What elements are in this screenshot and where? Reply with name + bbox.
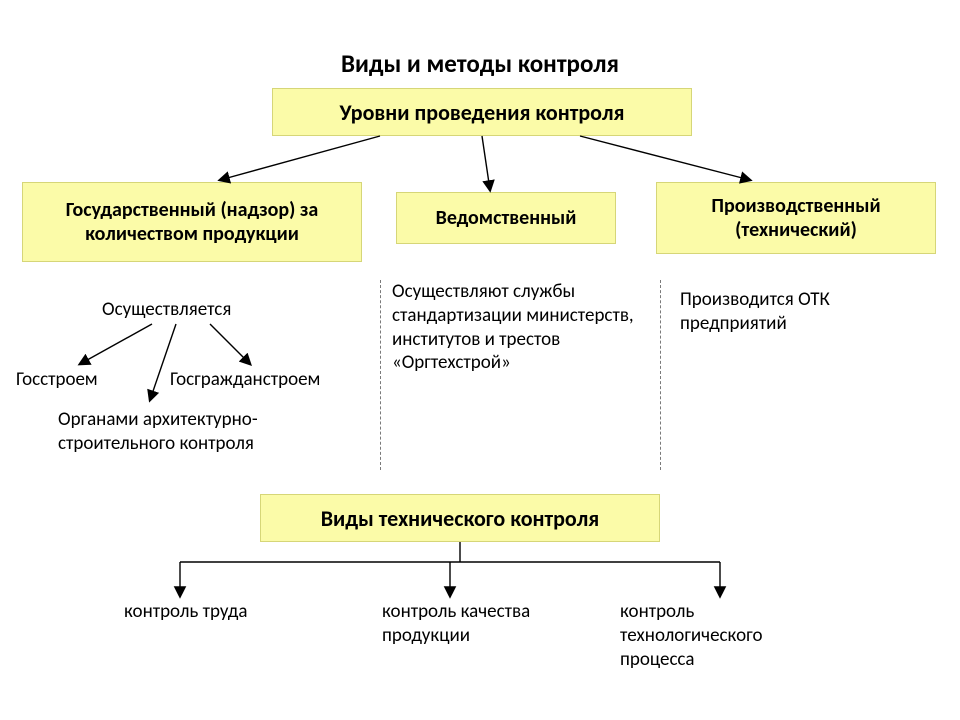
box-root: Уровни проведения контроля bbox=[272, 88, 692, 136]
dashed-divider-1 bbox=[380, 280, 381, 470]
box-tech-kinds: Виды технического контроля bbox=[260, 494, 660, 542]
label-control-labor: контроль труда bbox=[124, 600, 247, 624]
bottom-tree-group bbox=[180, 542, 720, 596]
label-gosgrazhdanstroy: Госгражданстроем bbox=[170, 368, 320, 392]
label-gosstroy: Госстроем bbox=[16, 368, 98, 392]
page-title: Виды и методы контроля bbox=[0, 48, 960, 79]
box-departmental: Ведомственный bbox=[396, 192, 616, 244]
label-dept-desc: Осуществляют службы стандартизации минис… bbox=[392, 280, 638, 375]
box-government-label: Государственный (надзор) за количеством … bbox=[37, 198, 347, 246]
label-control-process: контроль технологического процесса bbox=[620, 600, 840, 671]
box-production-label: Производственный (технический) bbox=[671, 194, 921, 242]
label-control-quality: контроль качества продукции bbox=[382, 600, 552, 648]
box-production: Производственный (технический) bbox=[656, 182, 936, 254]
box-root-label: Уровни проведения контроля bbox=[340, 99, 625, 126]
box-tech-kinds-label: Виды технического контроля bbox=[321, 505, 600, 532]
label-prod-desc: Производится ОТК предприятий bbox=[680, 288, 910, 336]
box-departmental-label: Ведомственный bbox=[436, 206, 577, 230]
box-government: Государственный (надзор) за количеством … bbox=[22, 182, 362, 262]
dashed-divider-2 bbox=[660, 280, 661, 470]
label-gov-do: Осуществляется bbox=[102, 298, 231, 322]
label-arch-org: Органами архитектурно-строительного конт… bbox=[58, 408, 348, 456]
